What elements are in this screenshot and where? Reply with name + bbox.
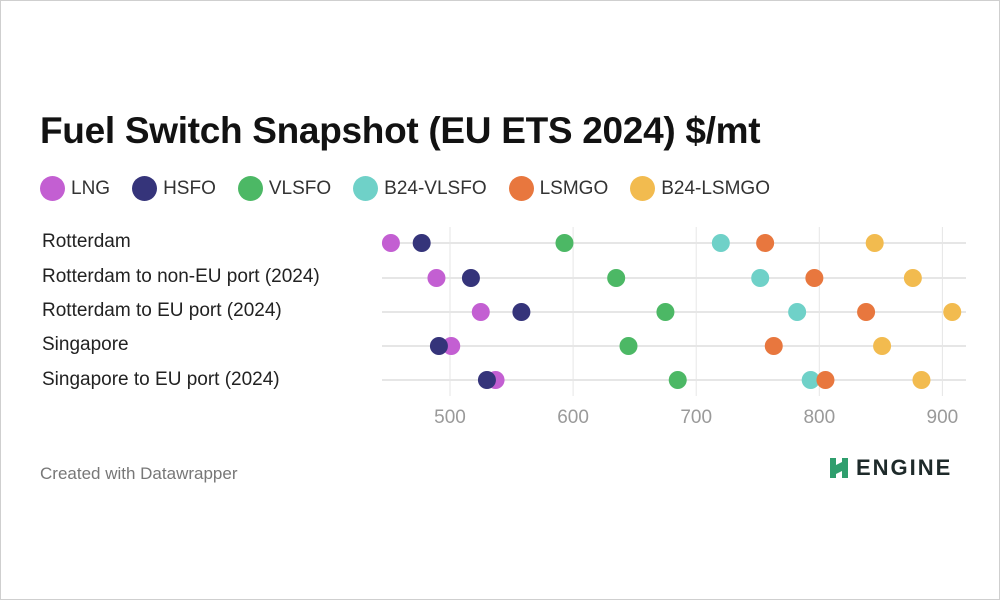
legend-label-vlsfo: VLSFO [268, 177, 332, 199]
dot-b24-vlsfo-4 [801, 371, 820, 389]
legend-item-lsmgo: LSMGO [508, 176, 609, 201]
dot-hsfo-0 [412, 234, 431, 252]
dot-lsmgo-1 [805, 269, 824, 287]
dot-lng-1 [427, 269, 446, 287]
dot-hsfo-4 [477, 371, 496, 389]
legend-swatch-b24-lsmgo [630, 176, 656, 201]
dot-b24-lsmgo-1 [903, 269, 922, 287]
legend-swatch-lng [40, 176, 65, 201]
x-tick-label-500: 500 [434, 407, 466, 428]
dot-lng-2 [471, 303, 490, 321]
legend-label-b24-vlsfo: B24-VLSFO [384, 177, 487, 199]
dot-lng-0 [381, 234, 400, 252]
legend-label-lng: LNG [71, 177, 111, 199]
dot-lsmgo-3 [764, 337, 783, 355]
legend-swatch-vlsfo [237, 176, 263, 201]
dot-b24-lsmgo-0 [865, 234, 884, 252]
row-label-rotterdam-eu: Rotterdam to EU port (2024) [42, 300, 282, 321]
legend-item-hsfo: HSFO [132, 176, 216, 201]
legend-item-b24-lsmgo: B24-LSMGO [630, 176, 770, 201]
dot-hsfo-1 [461, 269, 480, 287]
row-label-rotterdam-non-eu: Rotterdam to non-EU port (2024) [42, 266, 320, 287]
dot-hsfo-2 [512, 303, 531, 321]
legend-label-hsfo: HSFO [163, 177, 216, 199]
dot-b24-vlsfo-0 [711, 234, 730, 252]
engine-logo-icon [830, 458, 848, 478]
row-label-singapore-eu: Singapore to EU port (2024) [42, 369, 280, 390]
dot-lng-3 [442, 337, 461, 355]
legend-swatch-lsmgo [508, 176, 534, 201]
engine-logo: ENGINE [828, 455, 952, 481]
row-label-rotterdam: Rotterdam [42, 231, 131, 252]
dot-vlsfo-4 [668, 371, 687, 389]
row-label-singapore: Singapore [42, 334, 129, 355]
legend-label-b24-lsmgo: B24-LSMGO [661, 177, 770, 199]
chart-title: Fuel Switch Snapshot (EU ETS 2024) $/mt [40, 110, 761, 151]
x-tick-label-600: 600 [557, 407, 589, 428]
dot-b24-vlsfo-1 [751, 269, 770, 287]
dot-vlsfo-0 [555, 234, 574, 252]
dot-vlsfo-2 [656, 303, 675, 321]
dot-b24-lsmgo-2 [943, 303, 962, 321]
dot-b24-lsmgo-4 [912, 371, 931, 389]
legend-item-b24-vlsfo: B24-VLSFO [353, 176, 487, 201]
legend-swatch-hsfo [132, 176, 158, 201]
legend-item-lng: LNG [40, 176, 110, 201]
credit-text: Created with Datawrapper [40, 464, 238, 483]
dot-vlsfo-1 [607, 269, 626, 287]
legend-label-lsmgo: LSMGO [539, 177, 609, 199]
dot-lsmgo-0 [756, 234, 775, 252]
x-tick-label-700: 700 [680, 407, 712, 428]
dot-lsmgo-2 [857, 303, 876, 321]
legend-item-vlsfo: VLSFO [237, 176, 332, 201]
dot-lsmgo-4 [816, 371, 835, 389]
dot-b24-lsmgo-3 [873, 337, 892, 355]
x-tick-label-800: 800 [803, 407, 835, 428]
x-tick-label-900: 900 [927, 407, 959, 428]
legend-swatch-b24-vlsfo [353, 176, 379, 201]
engine-logo-text: ENGINE [856, 455, 953, 480]
dot-vlsfo-3 [619, 337, 638, 355]
dot-hsfo-3 [429, 337, 448, 355]
legend: LNG HSFO VLSFO B24-VLSFO LSMGO B24-LSMGO [40, 176, 770, 201]
dot-b24-vlsfo-2 [788, 303, 807, 321]
